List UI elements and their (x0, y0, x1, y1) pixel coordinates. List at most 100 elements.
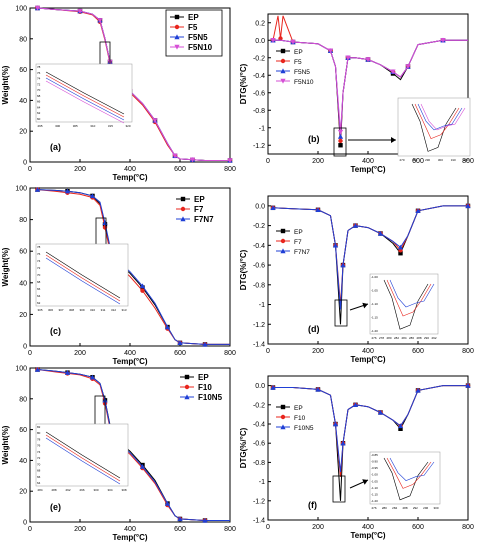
panel-label: (b) (308, 134, 320, 144)
y-tick-label: -1.4 (253, 518, 265, 525)
legend-marker (180, 206, 186, 212)
inset-x-tick-label: 305 (37, 308, 42, 312)
y-tick-label: 0 (23, 520, 27, 527)
inset-x-tick-label: 292 (65, 488, 70, 492)
y-tick-label: -0.6 (253, 263, 265, 270)
data-point-F5N10 (327, 48, 334, 54)
inset-frame (369, 451, 441, 505)
x-tick-label: 600 (412, 348, 424, 355)
inset-x-tick-label: 308 (69, 308, 74, 312)
inset-y-tick-label: 66 (37, 287, 41, 291)
y-axis-label: DTG(%/°C) (239, 427, 248, 468)
y-tick-label: 80 (19, 36, 27, 43)
y-tick-label: 60 (19, 427, 27, 434)
y-tick-label: 80 (19, 217, 27, 224)
data-point-F7N7 (164, 324, 171, 330)
inset-x-tick-label: 292 (431, 336, 436, 340)
y-tick-label: -0.8 (253, 460, 265, 467)
y-tick-label: 100 (15, 6, 27, 13)
inset-x-tick-label: 304 (107, 488, 112, 492)
inset-x-tick-label: 309 (79, 308, 84, 312)
inset-y-tick-label: 78 (37, 437, 41, 441)
zoom-arrow-head (362, 302, 368, 309)
inset-x-tick-label: 300 (438, 158, 443, 162)
legend-entry: F5N10 (188, 43, 213, 52)
y-tick-label: 100 (15, 186, 27, 193)
x-axis-label: Temp(°C) (350, 355, 385, 364)
x-tick-label: 800 (462, 524, 474, 531)
inset-x-tick-label: 300 (433, 506, 438, 510)
inset-x-tick-label: 296 (79, 488, 84, 492)
data-point-F10N5 (377, 409, 384, 415)
panel-label: (f) (308, 500, 317, 510)
legend-entry: F10 (198, 383, 212, 392)
y-tick-label: -0.2 (253, 55, 265, 62)
data-point-F7N7 (270, 205, 276, 211)
y-tick-label: 20 (19, 312, 27, 319)
inset-x-tick-label: 286 (409, 336, 414, 340)
inset-curve-EP (45, 251, 121, 299)
inset-x-tick-label: 284 (37, 488, 42, 492)
data-point-F5 (278, 36, 283, 41)
inset-curve-F7 (45, 254, 121, 302)
legend-entry: EP (188, 13, 199, 22)
data-point-F10N5 (315, 386, 321, 392)
data-point-F10N5 (64, 370, 71, 375)
inset-y-tick-label: 82 (37, 425, 41, 429)
y-tick-label: -0.2 (253, 223, 265, 230)
inset-x-tick-label: 288 (402, 506, 407, 510)
data-point-F5N10 (365, 57, 371, 63)
x-tick-label: 400 (124, 350, 136, 357)
inset-y-tick-label: 70 (37, 273, 41, 277)
legend-marker (174, 44, 180, 50)
inset-y-tick-label: 64 (37, 481, 41, 485)
legend: EP F5 F5N5 F5N10 (276, 48, 314, 86)
inset-y-tick-label: -0.90 (371, 460, 378, 464)
inset-y-tick-label: 60 (37, 117, 41, 121)
x-tick-label: 800 (224, 166, 236, 173)
legend: EP F10 F10N5 (276, 404, 314, 432)
x-tick-label: 600 (174, 166, 186, 173)
x-tick-label: 400 (124, 526, 136, 533)
legend-marker (280, 68, 286, 74)
x-axis-label: Temp(°C) (112, 173, 147, 182)
legend-entry: EP (194, 195, 205, 204)
inset-y-tick-label: 68 (37, 280, 41, 284)
inset-x-tick-label: 300 (93, 488, 98, 492)
inset-x-tick-label: 276 (371, 336, 376, 340)
inset-x-tick-label: 310 (451, 158, 456, 162)
inset-curve-EP (45, 71, 125, 115)
x-tick-label: 400 (124, 166, 136, 173)
panel-label: (d) (308, 324, 320, 334)
legend-marker (280, 424, 286, 430)
inset-y-tick-label: 68 (37, 94, 41, 98)
inset-curve-F7N7 (45, 257, 121, 305)
inset-y-tick-label: -1.05 (371, 479, 378, 483)
x-tick-label: 400 (362, 348, 374, 355)
inset-frame (35, 63, 133, 123)
y-tick-label: 100 (15, 366, 27, 373)
legend-marker (280, 78, 286, 84)
data-point-F5N5 (337, 133, 344, 139)
inset-y-tick-label: 66 (37, 100, 41, 104)
x-tick-label: 200 (312, 524, 324, 531)
inset-x-tick-label: 276 (371, 506, 376, 510)
panel-a: 0 200 400 600 800 0 20 40 60 80 100 Temp(°C) Weight(… (1, 5, 236, 182)
y-tick-label: -1.4 (253, 342, 265, 349)
inset-y-tick-label: -1.15 (371, 316, 378, 320)
inset-plot: 284 288 292 296 300 304 308 82 80 78 76 74 72 70 68 66 6… (35, 423, 129, 492)
series-line-F5N10 (273, 39, 468, 133)
data-point-F5 (338, 138, 343, 144)
legend-entry: EP (198, 373, 209, 382)
inset-y-tick-label: 78 (37, 65, 41, 69)
legend-marker (280, 228, 286, 234)
data-point-F10N5 (332, 421, 339, 427)
x-tick-label: 600 (174, 526, 186, 533)
y-tick-label: -0.2 (253, 402, 265, 409)
inset-curve-F5N5 (417, 103, 463, 131)
legend-marker (280, 248, 286, 254)
data-point-F10N5 (415, 387, 421, 393)
inset-curve-EP (383, 279, 429, 330)
inset-x-tick-label: 308 (121, 488, 126, 492)
